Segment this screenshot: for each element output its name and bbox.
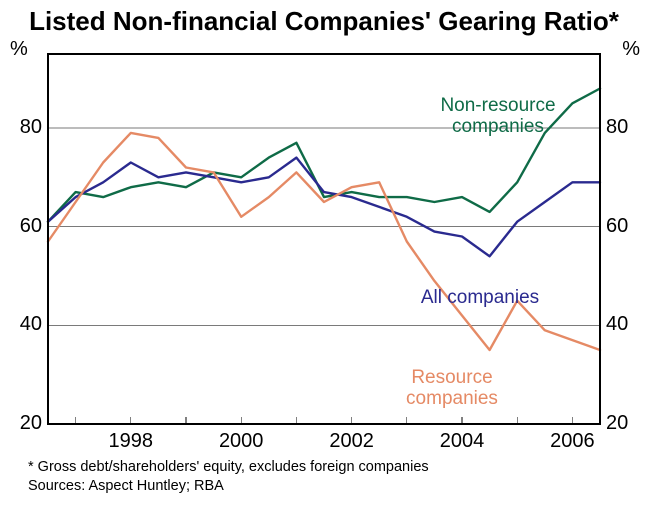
- x-tick: 2006: [550, 430, 595, 453]
- y-tick-right: 20: [606, 412, 646, 435]
- y-tick-right: 40: [606, 313, 646, 336]
- series-label: Non-resourcecompanies: [408, 96, 588, 138]
- y-tick-left: 20: [2, 412, 42, 435]
- y-tick-left: 40: [2, 313, 42, 336]
- x-tick: 1998: [109, 430, 154, 453]
- y-tick-left: 60: [2, 215, 42, 238]
- x-tick: 2004: [440, 430, 485, 453]
- y-tick-left: 80: [2, 116, 42, 139]
- x-tick: 2002: [329, 430, 374, 453]
- chart-sources: Sources: Aspect Huntley; RBA: [28, 477, 429, 497]
- series-label: Resourcecompanies: [362, 368, 542, 410]
- chart-footer: * Gross debt/shareholders' equity, exclu…: [28, 458, 429, 497]
- chart-footnote: * Gross debt/shareholders' equity, exclu…: [28, 458, 429, 478]
- y-tick-right: 60: [606, 215, 646, 238]
- x-tick: 2000: [219, 430, 264, 453]
- series-label: All companies: [390, 288, 570, 309]
- y-tick-right: 80: [606, 116, 646, 139]
